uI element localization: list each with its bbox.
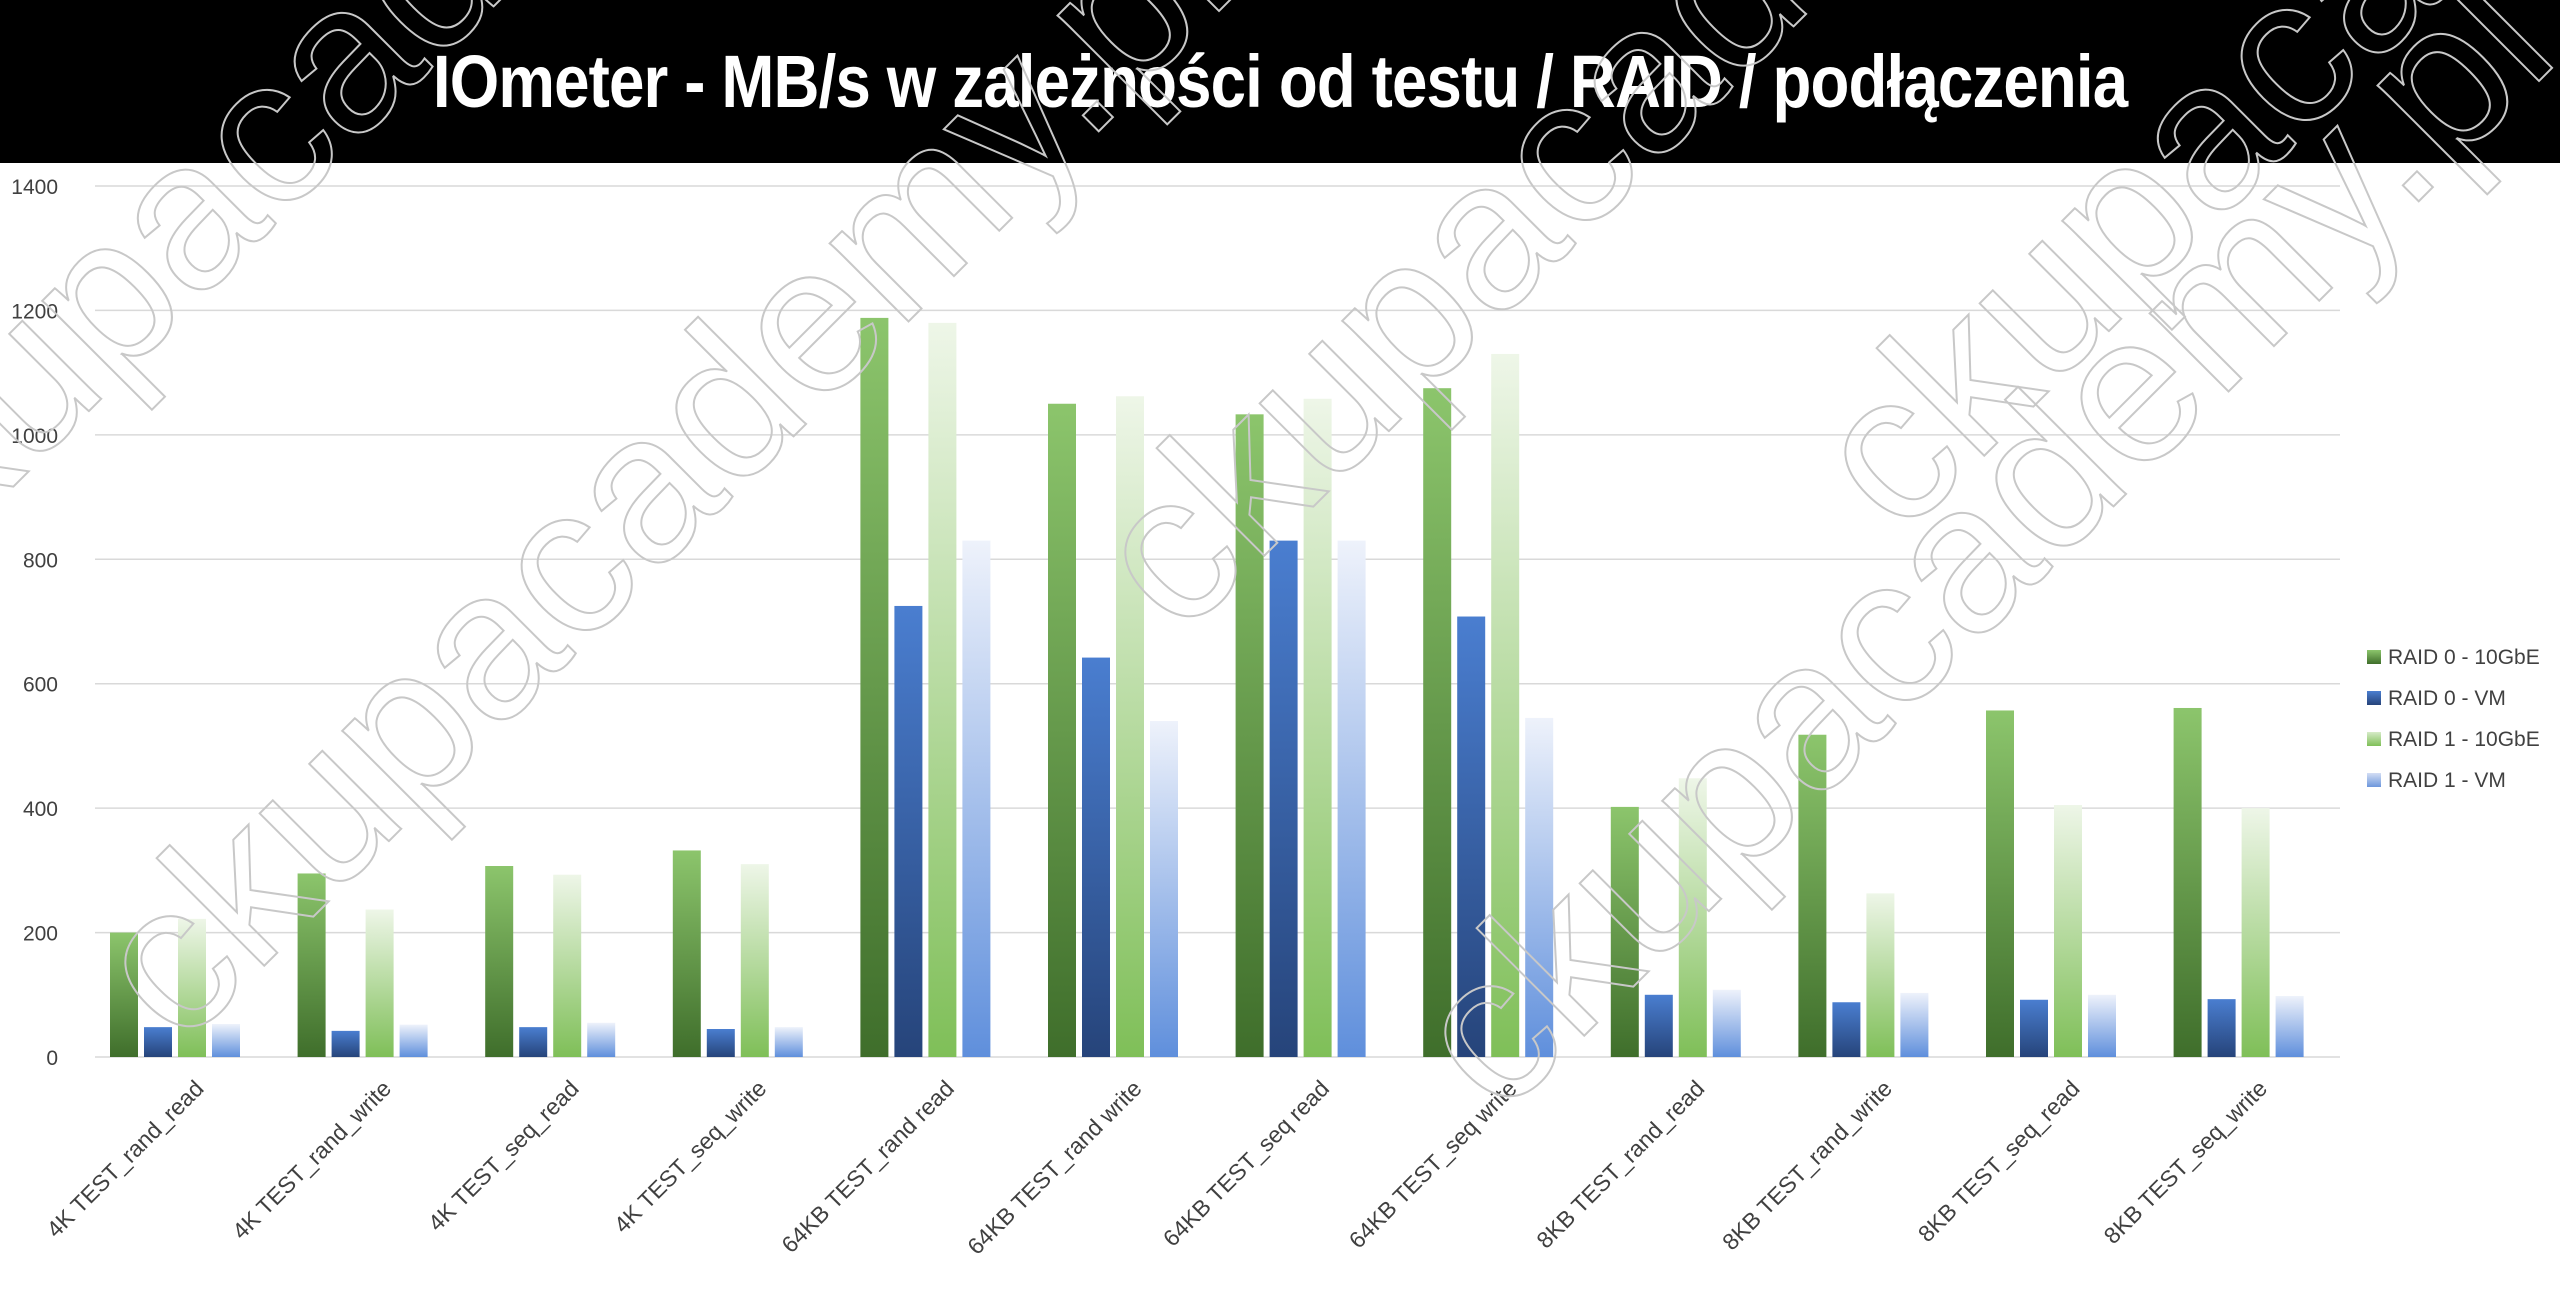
bar-1-11 <box>1986 710 2014 1057</box>
bar-3-12 <box>2241 808 2270 1057</box>
bar-2-1 <box>144 1027 172 1057</box>
bar-2-7 <box>1269 540 1298 1057</box>
bar-1-5 <box>860 317 889 1057</box>
bar-1-9 <box>1610 806 1639 1057</box>
legend-swatch <box>2367 732 2381 746</box>
bar-2-3 <box>519 1027 548 1057</box>
bar-1-1 <box>110 932 138 1057</box>
bar-2-12 <box>2207 999 2236 1057</box>
bar-4-1 <box>212 1024 240 1057</box>
bar-2-8 <box>1457 616 1486 1057</box>
bar-3-1 <box>178 918 206 1057</box>
bar-1-10 <box>1798 734 1827 1057</box>
bar-2-10 <box>1832 1002 1861 1057</box>
bar-3-9 <box>1678 778 1707 1057</box>
x-tick-label: 4K TEST_seq_write <box>609 1075 772 1238</box>
x-axis-ticks: 4K TEST_rand_read 4K TEST_rand_write 4K TE… <box>41 1075 2272 1259</box>
legend-label: RAID 0 - VM <box>2388 687 2506 710</box>
bar-3-5 <box>928 322 957 1057</box>
bar-4-12 <box>2275 996 2304 1057</box>
bar-3-6 <box>1116 396 1144 1057</box>
y-tick-label: 200 <box>23 923 58 946</box>
bar-3-8 <box>1491 353 1520 1057</box>
x-tick-label: 8KB TEST_seq_write <box>2099 1075 2273 1249</box>
bar-4-10 <box>1900 992 1929 1057</box>
bar-3-3 <box>553 874 582 1057</box>
legend: RAID 0 - 10GbE RAID 0 - VM RAID 1 - 10GbE R… <box>2367 646 2540 792</box>
y-tick-label: 0 <box>46 1047 58 1070</box>
grid-lines <box>95 185 2340 1058</box>
bar-1-8 <box>1423 388 1452 1058</box>
bar-2-2 <box>331 1030 360 1057</box>
bar-4-2 <box>399 1024 428 1057</box>
y-axis-ticks: 0 200 400 600 800 1000 1200 1400 <box>11 176 58 1070</box>
bars <box>110 317 2304 1058</box>
y-tick-label: 800 <box>23 549 58 572</box>
bar-4-7 <box>1337 540 1366 1057</box>
bar-3-2 <box>365 909 394 1057</box>
x-tick-label: 8KB TEST_seq_read <box>1913 1075 2085 1247</box>
x-tick-label: 4K TEST_rand_write <box>227 1075 396 1244</box>
x-tick-label: 8KB TEST_rand_write <box>1717 1075 1897 1255</box>
chart-title: IOmeter - MB/s w zależności od testu / R… <box>432 40 2128 123</box>
legend-label: RAID 1 - VM <box>2388 769 2506 792</box>
y-tick-label: 1000 <box>11 425 58 448</box>
bar-4-11 <box>2088 994 2116 1057</box>
y-tick-label: 400 <box>23 798 58 821</box>
bar-1-12 <box>2173 707 2202 1057</box>
bar-3-7 <box>1303 398 1332 1058</box>
legend-swatch <box>2367 773 2381 787</box>
legend-label: RAID 1 - 10GbE <box>2388 728 2540 751</box>
legend-swatch <box>2367 691 2381 705</box>
bar-2-11 <box>2020 999 2048 1057</box>
bar-1-7 <box>1235 414 1264 1057</box>
y-tick-label: 1400 <box>11 176 58 199</box>
bar-2-5 <box>894 605 923 1057</box>
bar-4-4 <box>774 1027 803 1057</box>
x-tick-label: 64KB TEST_rand read <box>776 1075 959 1258</box>
bar-3-4 <box>740 864 769 1057</box>
bar-2-9 <box>1644 994 1673 1057</box>
bar-4-8 <box>1525 717 1554 1057</box>
bar-1-2 <box>297 873 326 1057</box>
bar-1-3 <box>485 866 514 1057</box>
bar-4-3 <box>587 1022 616 1057</box>
bar-4-9 <box>1712 989 1741 1057</box>
x-tick-label: 4K TEST_seq_read <box>423 1075 584 1236</box>
x-tick-label: 64KB TEST_rand write <box>962 1075 1146 1259</box>
legend-label: RAID 0 - 10GbE <box>2388 646 2540 669</box>
bar-2-6 <box>1082 657 1110 1057</box>
bar-3-10 <box>1866 893 1895 1057</box>
bar-4-5 <box>962 540 991 1057</box>
bar-1-4 <box>672 850 701 1057</box>
bar-2-4 <box>706 1029 735 1057</box>
x-tick-label: 64KB TEST_seq read <box>1158 1075 1334 1251</box>
x-tick-label: 4K TEST_rand_read <box>41 1075 208 1242</box>
bar-3-11 <box>2054 805 2082 1057</box>
title-bar: IOmeter - MB/s w zależności od testu / R… <box>0 0 2560 163</box>
legend-swatch <box>2367 650 2381 664</box>
bar-4-6 <box>1150 721 1178 1057</box>
y-tick-label: 600 <box>23 674 58 697</box>
bar-1-6 <box>1048 403 1076 1057</box>
y-tick-label: 1200 <box>11 300 58 323</box>
